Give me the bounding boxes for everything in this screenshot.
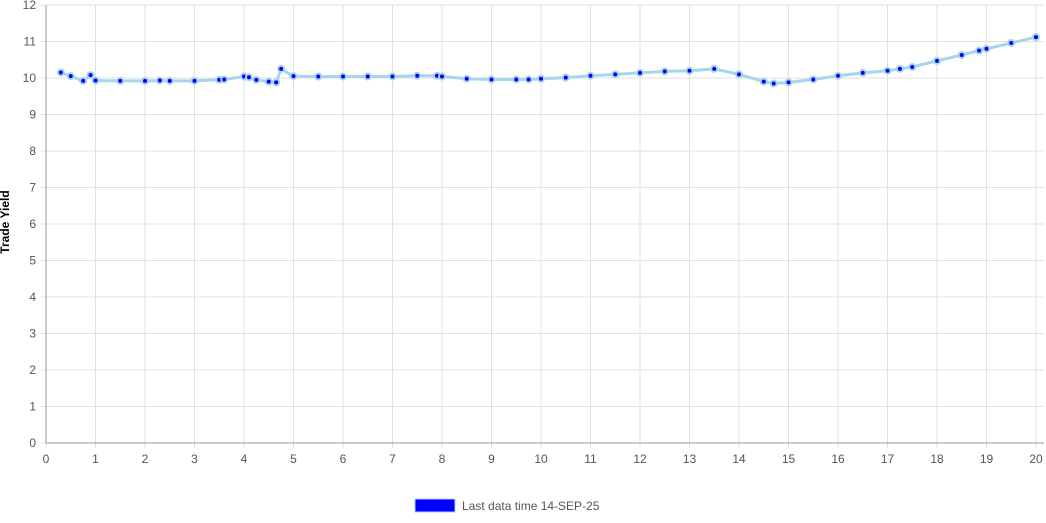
data-point[interactable] — [975, 46, 984, 55]
y-tick-label: 6 — [29, 217, 36, 231]
x-tick-label: 14 — [732, 452, 746, 466]
data-point[interactable] — [512, 75, 521, 84]
data-point[interactable] — [289, 72, 298, 81]
data-point[interactable] — [759, 77, 768, 86]
data-point[interactable] — [66, 72, 75, 81]
data-point[interactable] — [710, 64, 719, 73]
y-tick-label: 2 — [29, 363, 36, 377]
x-tick-label: 15 — [782, 452, 796, 466]
data-point[interactable] — [908, 63, 917, 72]
data-point[interactable] — [1007, 38, 1016, 47]
data-point[interactable] — [155, 76, 164, 85]
x-tick-label: 18 — [930, 452, 944, 466]
data-point[interactable] — [165, 76, 174, 85]
data-point[interactable] — [537, 74, 545, 83]
data-point[interactable] — [272, 78, 281, 87]
x-tick-label: 5 — [290, 452, 297, 466]
data-point[interactable] — [79, 76, 88, 85]
x-tick-label: 12 — [633, 452, 647, 466]
data-point[interactable] — [895, 64, 904, 73]
data-point[interactable] — [413, 71, 422, 80]
tick-labels: 0 1 2 3 4 5 6 7 8 9 10 11 12 13 14 15 16 17 18 19 2001234567… — [23, 0, 1043, 466]
x-tick-label: 6 — [340, 452, 347, 466]
x-tick-label: 19 — [980, 452, 994, 466]
x-tick-label: 1 — [92, 452, 99, 466]
y-tick-label: 5 — [29, 254, 36, 268]
x-tick-label: 10 — [534, 452, 548, 466]
y-tick-label: 9 — [29, 108, 36, 122]
data-point[interactable] — [735, 70, 743, 79]
data-point[interactable] — [264, 77, 273, 86]
data-point[interactable] — [933, 56, 941, 65]
data-point[interactable] — [339, 72, 347, 81]
data-point[interactable] — [363, 72, 372, 81]
data-point[interactable] — [1032, 33, 1040, 42]
data-point[interactable] — [116, 76, 125, 85]
data-point[interactable] — [982, 44, 991, 53]
x-tick-label: 0 — [43, 452, 50, 466]
grid-lines — [41, 4, 1044, 448]
x-tick-label: 2 — [142, 452, 149, 466]
data-point[interactable] — [86, 71, 95, 80]
axes — [45, 5, 1044, 444]
y-tick-label: 7 — [29, 181, 36, 195]
data-point[interactable] — [769, 79, 778, 88]
y-tick-label: 4 — [29, 290, 36, 304]
x-tick-label: 16 — [831, 452, 845, 466]
series-line-path — [60, 35, 1037, 85]
data-point[interactable] — [141, 76, 149, 85]
y-tick-label: 1 — [29, 400, 36, 414]
y-tick-label: 11 — [24, 35, 37, 49]
data-point[interactable] — [487, 75, 496, 84]
data-point[interactable] — [244, 73, 253, 82]
data-point[interactable] — [611, 70, 620, 79]
legend-swatch[interactable] — [414, 498, 456, 513]
data-point[interactable] — [784, 78, 793, 87]
data-point[interactable] — [91, 76, 100, 85]
y-tick-label: 12 — [23, 0, 37, 12]
data-point[interactable] — [685, 66, 694, 75]
data-point[interactable] — [636, 68, 644, 77]
legend-label[interactable]: Last data time 14-SEP-25 — [462, 499, 600, 513]
y-axis-title: Trade Yield — [0, 190, 12, 253]
x-tick-label: 13 — [683, 452, 697, 466]
data-point[interactable] — [314, 72, 323, 81]
x-tick-label: 3 — [191, 452, 198, 466]
data-point[interactable] — [809, 75, 818, 84]
legend[interactable]: Last data time 14-SEP-25 — [414, 498, 600, 513]
data-point[interactable] — [957, 51, 966, 60]
data-point[interactable] — [438, 72, 446, 81]
data-point[interactable] — [883, 66, 892, 75]
y-tick-label: 0 — [29, 436, 36, 450]
x-tick-label: 11 — [584, 452, 597, 466]
x-tick-label: 9 — [488, 452, 495, 466]
x-tick-label: 17 — [881, 452, 895, 466]
x-tick-label: 8 — [439, 452, 446, 466]
y-tick-label: 8 — [29, 144, 36, 158]
y-tick-label: 3 — [29, 327, 36, 341]
data-point[interactable] — [220, 75, 229, 84]
x-tick-label: 4 — [241, 452, 248, 466]
data-point[interactable] — [56, 68, 65, 77]
data-point[interactable] — [524, 75, 533, 84]
data-point[interactable] — [252, 75, 261, 84]
data-point[interactable] — [586, 71, 595, 80]
data-point[interactable] — [190, 76, 199, 85]
data-point[interactable] — [462, 74, 471, 83]
data-point[interactable] — [277, 64, 286, 73]
x-tick-label: 20 — [1029, 452, 1043, 466]
series-line — [60, 35, 1037, 85]
data-point[interactable] — [858, 68, 867, 77]
data-point[interactable] — [834, 71, 842, 80]
data-point[interactable] — [660, 67, 669, 76]
data-points — [56, 33, 1040, 88]
data-point[interactable] — [561, 73, 570, 82]
data-point[interactable] — [388, 72, 397, 81]
y-tick-label: 10 — [23, 71, 37, 85]
x-tick-label: 7 — [389, 452, 396, 466]
